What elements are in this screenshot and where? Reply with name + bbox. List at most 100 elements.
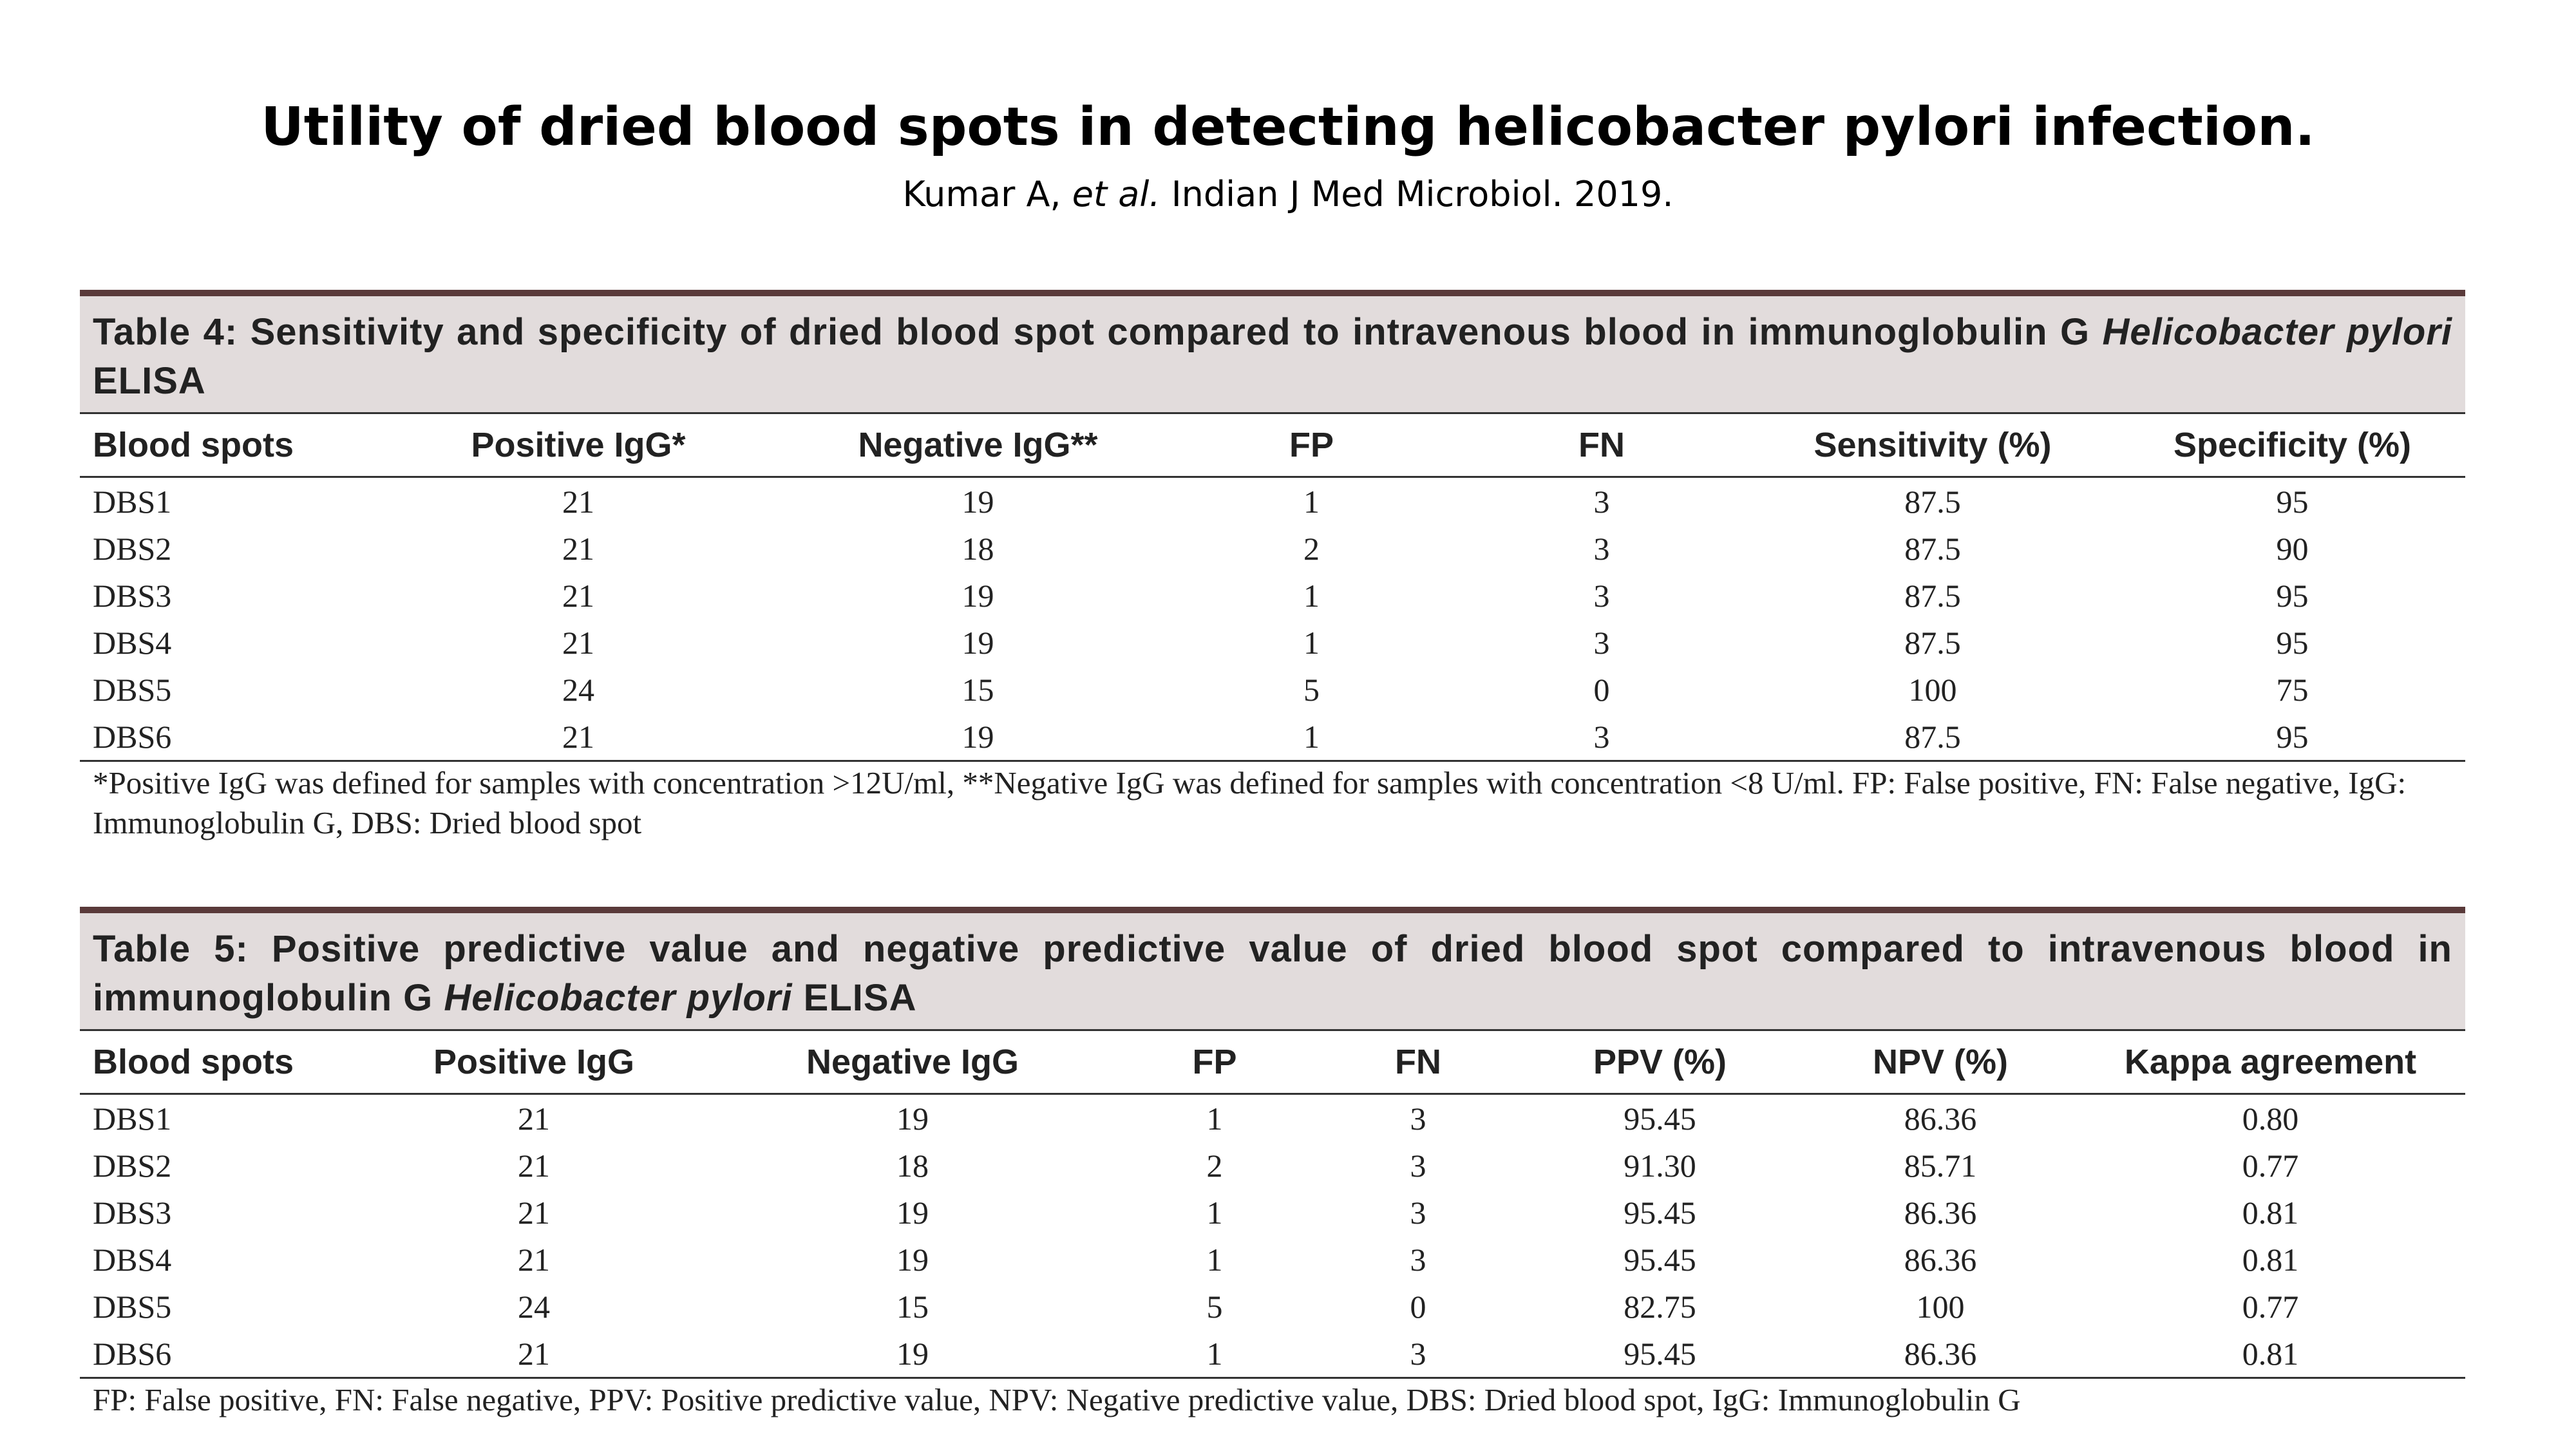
cell: 0 [1410,1288,1426,1325]
cell: 3 [1593,624,1610,661]
cell: 87.5 [1904,530,1961,567]
cell: DBS5 [93,1288,172,1325]
cell: 86.36 [1904,1100,1977,1137]
data-row: DBS6 21 19 1 3 95.45 86.36 0.81 [80,1330,2465,1379]
text-run: Table 5: Positive predictive value and n… [93,928,2452,1019]
cell: 3 [1593,483,1610,520]
cell: 1 [1303,483,1320,520]
column-header: Specificity (%) [2119,414,2465,478]
column-header: Blood spots [80,414,366,478]
cell: 1 [1108,1330,1321,1379]
column-header: FP [1166,414,1457,478]
data-row: DBS5 24 15 5 0 100 75 [80,666,2465,713]
cell: 19 [961,483,994,520]
cell: 3 [1593,577,1610,614]
data-row: DBS5 24 15 5 0 82.75 100 0.77 [80,1283,2465,1330]
cell: 19 [961,624,994,661]
cell: DBS2 [93,1147,172,1184]
text-run: Helicobacter pylori [2102,311,2452,353]
cell: 19 [717,1330,1108,1379]
column-header: Negative IgG** [790,414,1166,478]
cell: 2 [1206,1147,1223,1184]
text-run: Indian J Med Microbiol. 2019. [1160,174,1674,214]
cell: 15 [961,671,994,708]
cell: 1 [1206,1100,1223,1137]
cell: 95.45 [1624,1194,1696,1231]
cell: 21 [562,577,594,614]
text-run: et al. [1072,174,1160,214]
cell: 3 [1410,1147,1426,1184]
cell: 21 [562,530,594,567]
cell: 21 [518,1241,550,1278]
cell: 3 [1593,530,1610,567]
data-row: DBS4 21 19 1 3 87.5 95 [80,619,2465,666]
data-row: DBS3 21 19 1 3 87.5 95 [80,572,2465,619]
header-row: Blood spots Positive IgG Negative IgG FP FN P… [80,1031,2465,1095]
cell: 21 [518,1194,550,1231]
cell: 21 [562,624,594,661]
cell: DBS1 [93,483,172,520]
cell: 1 [1206,1194,1223,1231]
cell: 87.5 [1904,624,1961,661]
cell: 100 [1908,671,1957,708]
cell: 24 [518,1288,550,1325]
text-run: ELISA [93,360,206,402]
cell: 15 [896,1288,929,1325]
table-caption: Table 5: Positive predictive value and n… [80,907,2465,1031]
cell: 95 [2276,624,2309,661]
cell: 0.81 [2242,1194,2299,1231]
cell: 95 [2276,577,2309,614]
cell: 95 [2119,713,2465,762]
cell: 86.36 [1805,1330,2076,1379]
cell: DBS6 [80,713,366,762]
cell: 21 [366,713,790,762]
text-run: Kumar A, [902,174,1072,214]
data-row: DBS6 21 19 1 3 87.5 95 [80,713,2465,762]
column-header: FN [1457,414,1746,478]
cell: 82.75 [1624,1288,1696,1325]
table-4: Table 4: Sensitivity and specificity of … [80,290,2465,843]
cell: 75 [2276,671,2309,708]
cell: 19 [896,1194,929,1231]
column-header: NPV (%) [1805,1031,2076,1095]
data-table: Blood spots Positive IgG* Negative IgG** FP… [80,414,2465,762]
cell: 18 [896,1147,929,1184]
cell: 0.80 [2242,1100,2299,1137]
cell: 3 [1410,1100,1426,1137]
cell: 3 [1410,1241,1426,1278]
text-run: Helicobacter pylori [444,977,793,1019]
cell: 90 [2276,530,2309,567]
cell: 95.45 [1624,1241,1696,1278]
cell: 95 [2276,483,2309,520]
data-row: DBS4 21 19 1 3 95.45 86.36 0.81 [80,1236,2465,1283]
cell: 21 [562,483,594,520]
cell: 0.81 [2076,1330,2465,1379]
data-row: DBS3 21 19 1 3 95.45 86.36 0.81 [80,1189,2465,1236]
cell: DBS3 [93,577,172,614]
cell: 1 [1303,577,1320,614]
cell: 5 [1303,671,1320,708]
cell: 19 [790,713,1166,762]
cell: 5 [1206,1288,1223,1325]
column-header: Positive IgG* [366,414,790,478]
column-header: FN [1321,1031,1515,1095]
citation: Kumar A, et al. Indian J Med Microbiol. … [0,174,2576,214]
cell: 1 [1303,624,1320,661]
cell: DBS6 [80,1330,350,1379]
cell: 0.77 [2242,1147,2299,1184]
cell: 19 [896,1241,929,1278]
cell: 95.45 [1515,1330,1805,1379]
data-row: DBS1 21 19 1 3 87.5 95 [80,477,2465,526]
cell: 3 [1321,1330,1515,1379]
column-header: Negative IgG [717,1031,1108,1095]
cell: 21 [518,1100,550,1137]
cell: 2 [1303,530,1320,567]
column-header: Blood spots [80,1031,350,1095]
table-5: Table 5: Positive predictive value and n… [80,907,2465,1420]
cell: 0.81 [2242,1241,2299,1278]
header-row: Blood spots Positive IgG* Negative IgG** FP… [80,414,2465,478]
cell: 87.5 [1904,577,1961,614]
cell: 21 [518,1147,550,1184]
cell: 100 [1916,1288,1965,1325]
footnote: *Positive IgG was defined for samples wi… [93,765,2407,840]
